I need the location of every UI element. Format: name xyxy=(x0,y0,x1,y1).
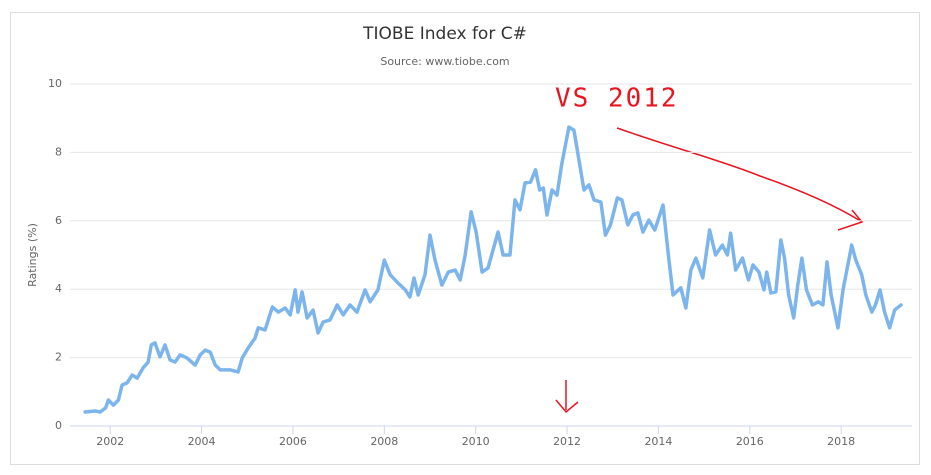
y-axis-label: Ratings (%) xyxy=(26,223,39,287)
y-tick-label: 10 xyxy=(48,77,62,90)
annotation-arrow xyxy=(616,127,863,223)
annotation-arrow xyxy=(555,380,579,414)
y-tick-label: 2 xyxy=(55,351,62,364)
annotation-arrowhead xyxy=(837,209,864,231)
x-tick-label: 2008 xyxy=(370,435,398,448)
chart-title: TIOBE Index for C# xyxy=(362,24,527,44)
x-tick-label: 2018 xyxy=(827,435,855,448)
annotation: VS 2012 xyxy=(555,84,679,114)
chart-subtitle: Source: www.tiobe.com xyxy=(380,55,509,68)
x-tick-label: 2004 xyxy=(188,435,216,448)
x-tick-label: 2010 xyxy=(462,435,490,448)
x-tick-label: 2006 xyxy=(279,435,307,448)
x-tick-label: 2012 xyxy=(553,435,581,448)
data-line xyxy=(83,125,903,414)
y-tick-label: 6 xyxy=(55,214,62,227)
y-tick-label: 0 xyxy=(55,419,62,432)
chart-frame xyxy=(10,12,920,465)
x-tick-label: 2014 xyxy=(644,435,672,448)
x-tick-label: 2016 xyxy=(736,435,764,448)
y-tick-label: 4 xyxy=(55,282,62,295)
y-tick-label: 8 xyxy=(55,145,62,158)
x-tick-label: 2002 xyxy=(96,435,124,448)
